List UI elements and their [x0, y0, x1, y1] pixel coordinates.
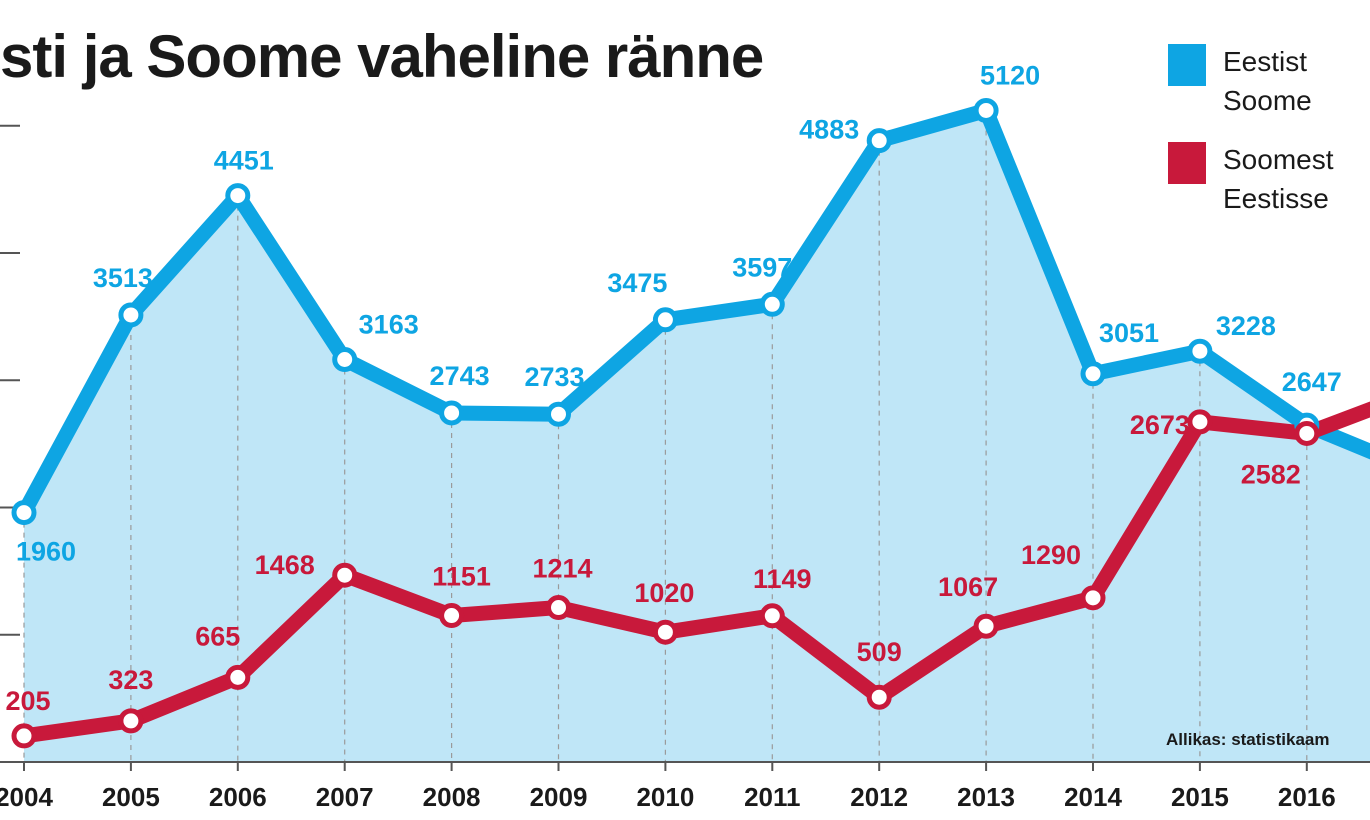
data-label-soomest-eestisse: 509	[857, 637, 902, 667]
guide-line-layer	[23, 110, 1308, 762]
data-point-soomest-eestisse	[439, 603, 465, 629]
data-point-soomest-eestisse	[973, 613, 999, 639]
data-point-soomest-eestisse	[866, 684, 892, 710]
data-point-eestist-soome	[866, 128, 892, 154]
data-label-eestist-soome: 4883	[799, 115, 859, 145]
data-point-eestist-soome	[1187, 338, 1213, 364]
data-point-eestist-soome	[973, 97, 999, 123]
data-label-soomest-eestisse: 323	[108, 665, 153, 695]
data-label-soomest-eestisse: 1020	[634, 578, 694, 608]
data-label-eestist-soome: 1960	[16, 537, 76, 567]
data-label-soomest-eestisse: 1468	[255, 550, 315, 580]
data-point-eestist-soome	[118, 302, 144, 328]
data-point-eestist-soome	[759, 291, 785, 317]
data-label-eestist-soome: 3051	[1099, 318, 1159, 348]
data-label-eestist-soome: 3597	[732, 252, 792, 282]
data-point-soomest-eestisse	[332, 562, 358, 588]
data-label-soomest-eestisse: 1151	[432, 562, 491, 592]
legend-label: Eestist Soome	[1223, 46, 1312, 116]
data-label-soomest-eestisse: 1149	[753, 564, 812, 594]
data-label-eestist-soome: 2733	[524, 362, 584, 392]
chart-title: sti ja Soome vaheline ränne	[0, 23, 764, 90]
data-label-soomest-eestisse: 2673	[1130, 410, 1190, 440]
data-label-soomest-eestisse: 2582	[1241, 459, 1301, 489]
data-point-soomest-eestisse	[225, 664, 251, 690]
series-line-layer	[16, 102, 1370, 744]
data-point-soomest-eestisse	[118, 708, 144, 734]
x-tick-label: 2008	[423, 782, 481, 812]
data-point-eestist-soome	[439, 400, 465, 426]
data-point-soomest-eestisse	[759, 603, 785, 629]
x-tick-label: 2007	[316, 782, 374, 812]
data-point-soomest-eestisse	[546, 595, 571, 621]
x-tick-label: 2009	[530, 782, 588, 812]
x-tick-label: 2015	[1171, 782, 1229, 812]
legend-swatch-red	[1168, 142, 1206, 184]
x-tick-label: 2012	[850, 782, 908, 812]
x-axis: 2004 2005 2006 2007 2008 2009 2010 2011 2012 2013…	[0, 124, 1370, 812]
data-point-eestist-soome	[332, 347, 358, 373]
data-label-soomest-eestisse: 665	[195, 621, 240, 651]
data-point-eestist-soome	[652, 307, 678, 333]
data-point-eestist-soome	[11, 500, 37, 526]
data-point-eestist-soome	[546, 401, 571, 427]
area-fill-layer	[24, 110, 1370, 762]
x-tick-label: 2004	[0, 782, 53, 812]
legend-item-eestist-soome: Eestist Soome	[1168, 42, 1370, 120]
source-note: Allikas: statistikaam	[1166, 730, 1330, 749]
data-label-eestist-soome: 3475	[607, 268, 667, 298]
x-tick-label: 2011	[744, 782, 800, 812]
data-label-eestist-soome: 3163	[359, 310, 419, 340]
data-label-eestist-soome: 4451	[214, 146, 274, 176]
legend-swatch-blue	[1168, 44, 1206, 86]
data-label-eestist-soome: 2743	[430, 361, 490, 391]
data-point-eestist-soome	[225, 183, 251, 209]
x-tick-label: 2016	[1278, 782, 1336, 812]
data-point-eestist-soome	[1080, 361, 1106, 387]
data-label-layer: 1960 3513 4451 3163 2743 2733 3475 3597 4883 5120…	[5, 60, 1342, 716]
x-tick-label: 2005	[102, 782, 160, 812]
data-label-eestist-soome: 3228	[1216, 311, 1276, 341]
legend-label: Soomest Eestisse	[1223, 144, 1334, 214]
data-point-soomest-eestisse	[1080, 585, 1106, 611]
data-point-soomest-eestisse	[1187, 409, 1213, 435]
data-label-soomest-eestisse: 1290	[1021, 540, 1081, 570]
data-label-eestist-soome: 5120	[980, 60, 1040, 90]
x-tick-label: 2010	[636, 782, 694, 812]
data-point-layer	[11, 97, 1320, 749]
x-tick-label: 2013	[957, 782, 1015, 812]
x-tick-label: 2006	[209, 782, 267, 812]
data-point-soomest-eestisse	[652, 619, 678, 645]
data-label-eestist-soome: 3513	[93, 263, 153, 293]
x-tick-label: 2014	[1064, 782, 1122, 812]
data-label-soomest-eestisse: 205	[5, 686, 50, 716]
series-line-eestist-soome	[16, 102, 1370, 521]
data-label-soomest-eestisse: 1067	[938, 572, 998, 602]
series-line-soomest-eestisse	[16, 401, 1370, 744]
series-area-fill	[24, 110, 1370, 762]
data-label-eestist-soome: 2647	[1282, 367, 1342, 397]
data-point-soomest-eestisse	[1294, 420, 1320, 446]
legend-item-soomest-eestisse: Soomest Eestisse	[1168, 140, 1370, 218]
data-label-soomest-eestisse: 1214	[532, 554, 592, 584]
data-point-soomest-eestisse	[11, 723, 37, 749]
